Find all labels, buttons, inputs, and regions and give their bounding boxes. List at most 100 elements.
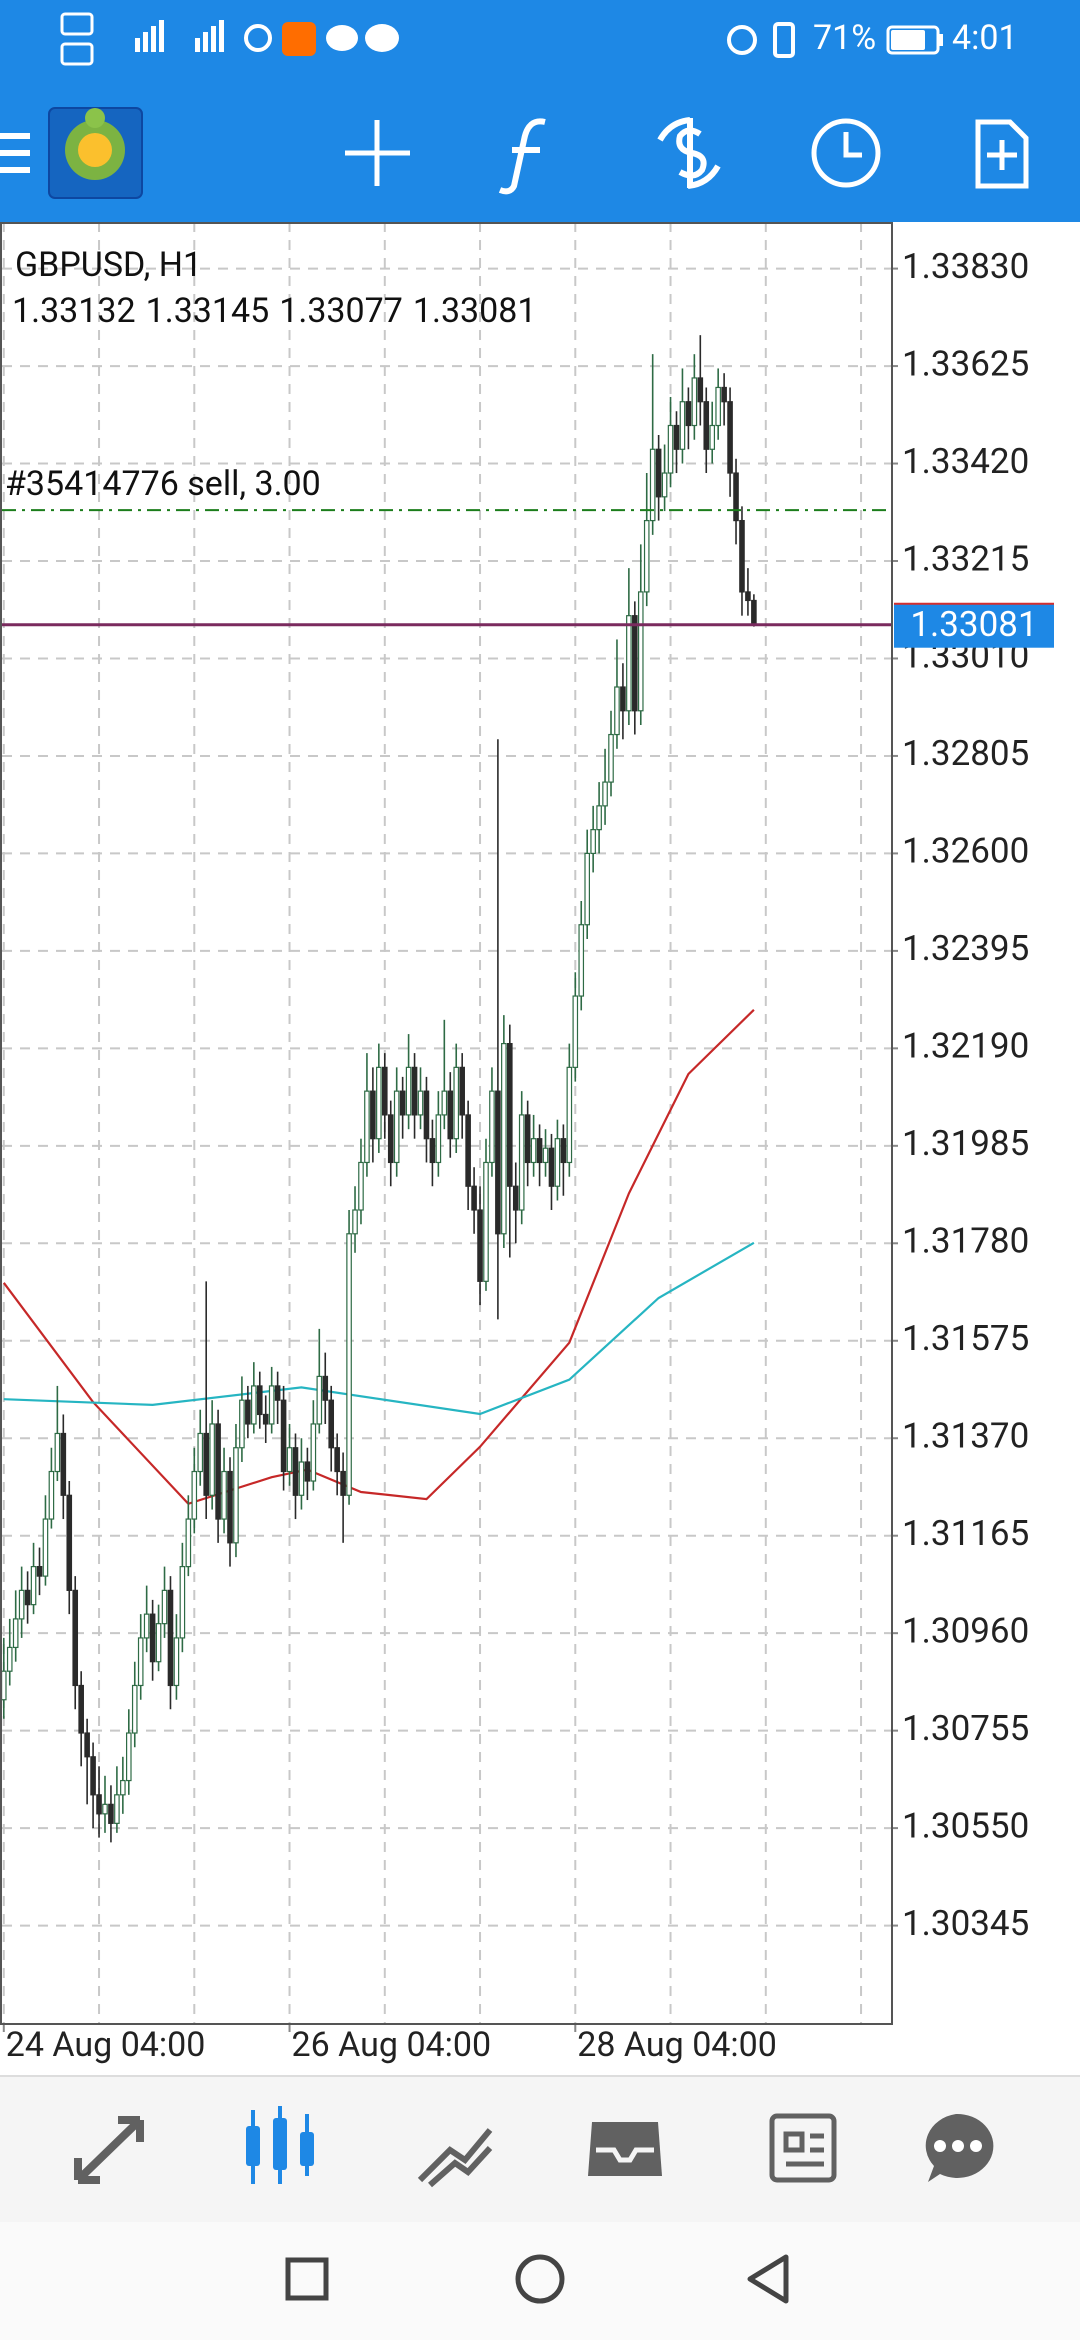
candle-body bbox=[102, 1803, 108, 1815]
y-tick-label: 1.30345 bbox=[902, 1903, 1029, 1944]
candle-body bbox=[90, 1756, 96, 1796]
ohlc-value: 1.33145 bbox=[146, 291, 270, 331]
candle-body bbox=[233, 1447, 239, 1544]
news-tab[interactable] bbox=[769, 2113, 837, 2183]
candle-body bbox=[524, 1114, 531, 1164]
candle-body bbox=[483, 1161, 489, 1282]
candle-body bbox=[477, 1209, 483, 1282]
candle-body bbox=[143, 1613, 150, 1639]
menu-button[interactable] bbox=[0, 133, 30, 173]
ohlc-line: 1.33132 1.33145 1.33077 1.33081 bbox=[12, 291, 537, 331]
candle-body bbox=[0, 1670, 7, 1701]
y-tick-label: 1.30755 bbox=[902, 1708, 1029, 1749]
candle-body bbox=[310, 1423, 317, 1482]
chat-tab[interactable] bbox=[925, 2113, 994, 2182]
candle-body bbox=[167, 1589, 174, 1687]
candle-body bbox=[685, 401, 692, 427]
candle-body bbox=[340, 1470, 346, 1496]
moving-average bbox=[3, 1241, 755, 1416]
candle-body bbox=[54, 1432, 61, 1473]
candle-body bbox=[126, 1732, 132, 1782]
system-nav bbox=[0, 2222, 1080, 2340]
trade-button[interactable] bbox=[657, 117, 721, 189]
candle-body bbox=[751, 599, 757, 626]
candle-body bbox=[286, 1447, 293, 1473]
candle-body bbox=[655, 448, 662, 498]
y-tick-label: 1.33420 bbox=[902, 441, 1029, 482]
candle-body bbox=[239, 1399, 245, 1449]
x-tick-label: 24 Aug 04:00 bbox=[6, 2025, 206, 2065]
candle-body bbox=[453, 1066, 460, 1140]
candle-body bbox=[298, 1461, 305, 1496]
y-tick-label: 1.32190 bbox=[902, 1026, 1029, 1067]
back-button[interactable] bbox=[747, 2254, 789, 2304]
candle-body bbox=[512, 1185, 519, 1211]
candle-body bbox=[435, 1114, 442, 1164]
quotes-tab[interactable] bbox=[74, 2116, 144, 2184]
ohlc-value: 1.33077 bbox=[279, 291, 403, 331]
history-button[interactable] bbox=[811, 118, 881, 188]
home-button[interactable] bbox=[515, 2254, 565, 2304]
candle-body bbox=[36, 1566, 43, 1577]
candle-body bbox=[48, 1470, 55, 1520]
candle-body bbox=[739, 519, 745, 593]
chart-tab[interactable] bbox=[246, 2106, 314, 2184]
moving-average bbox=[2, 1009, 755, 1506]
battery-level: 71% bbox=[813, 18, 876, 58]
candle-body bbox=[471, 1185, 477, 1211]
candle-body bbox=[84, 1732, 90, 1758]
symbol-title: GBPUSD, H1 bbox=[15, 245, 202, 285]
candle-body bbox=[566, 1066, 573, 1164]
candle-body bbox=[274, 1385, 281, 1401]
candle-body bbox=[209, 1423, 215, 1496]
candle-body bbox=[542, 1147, 549, 1164]
candle-body bbox=[30, 1566, 37, 1606]
candle-body bbox=[715, 386, 721, 427]
candle-body bbox=[667, 424, 674, 474]
candle-body bbox=[643, 519, 650, 593]
candle-body bbox=[697, 377, 704, 403]
chart[interactable]: 1.338301.336251.334201.332151.330101.328… bbox=[0, 222, 1054, 2065]
y-tick-label: 1.31985 bbox=[902, 1123, 1029, 1164]
candle-body bbox=[173, 1637, 180, 1687]
candle-body bbox=[459, 1066, 465, 1116]
candle-body bbox=[155, 1623, 162, 1663]
candle-body bbox=[721, 386, 727, 403]
candle-body bbox=[370, 1090, 376, 1140]
y-tick-label: 1.33215 bbox=[902, 538, 1029, 579]
candle-body bbox=[114, 1794, 120, 1824]
indicators-button[interactable] bbox=[498, 118, 546, 195]
candle-body bbox=[441, 1090, 448, 1116]
candle-body bbox=[108, 1803, 114, 1824]
candle-body bbox=[465, 1114, 471, 1187]
candle-body bbox=[405, 1066, 412, 1116]
clock: 4:01 bbox=[952, 18, 1018, 58]
candle-body bbox=[197, 1432, 204, 1473]
candle-body bbox=[673, 424, 680, 450]
candle-body bbox=[447, 1090, 454, 1140]
candle-body bbox=[215, 1423, 221, 1520]
candle-body bbox=[584, 852, 590, 926]
candle-body bbox=[227, 1470, 233, 1544]
candle-body bbox=[131, 1684, 138, 1734]
candle-body bbox=[536, 1138, 543, 1164]
candle-body bbox=[137, 1637, 144, 1687]
y-tick-label: 1.33625 bbox=[902, 343, 1029, 384]
x-tick-label: 26 Aug 04:00 bbox=[292, 2025, 492, 2065]
history-tab[interactable] bbox=[588, 2122, 662, 2176]
new-order-button[interactable] bbox=[975, 119, 1029, 189]
candle-body bbox=[120, 1779, 126, 1796]
y-tick-label: 1.31575 bbox=[902, 1318, 1029, 1359]
candle-body bbox=[66, 1494, 73, 1591]
candle-body bbox=[179, 1566, 186, 1639]
ohlc-value: 1.33132 bbox=[12, 291, 136, 331]
app-logo[interactable] bbox=[48, 107, 143, 199]
candle-body bbox=[60, 1432, 67, 1496]
candle-body bbox=[727, 401, 733, 474]
candle-body bbox=[661, 472, 668, 498]
candle-body bbox=[322, 1375, 329, 1401]
recents-button[interactable] bbox=[285, 2257, 329, 2301]
candle-body bbox=[626, 615, 632, 712]
crosshair-button[interactable] bbox=[345, 120, 410, 186]
trade-tab[interactable] bbox=[417, 2128, 493, 2188]
